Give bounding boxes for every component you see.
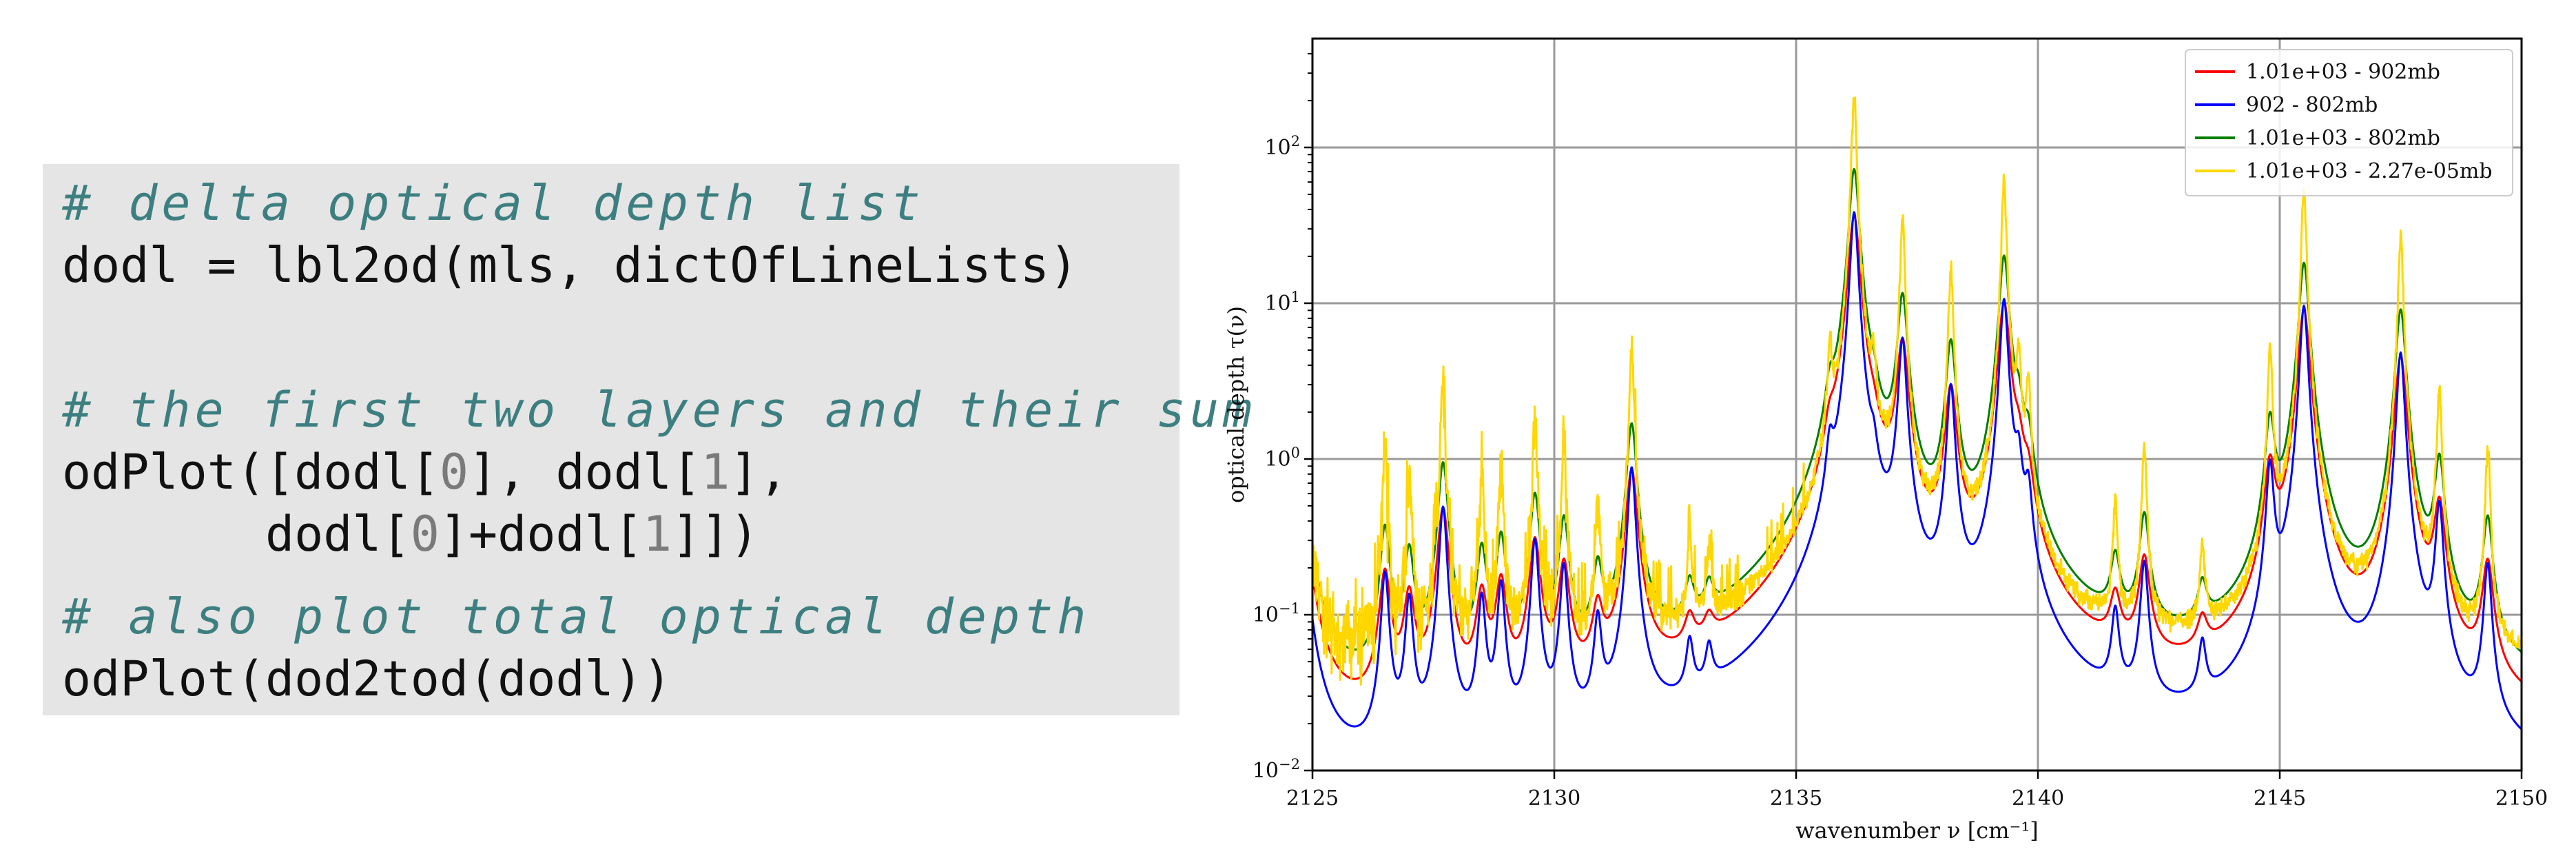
y-tick-label: 10−2 xyxy=(1253,756,1300,783)
code-text: dodl[ xyxy=(62,506,411,562)
code-number: 0 xyxy=(439,444,469,500)
y-tick-label: 100 xyxy=(1264,445,1300,471)
x-tick-label: 2145 xyxy=(2254,786,2306,810)
code-text: odPlot([dodl[ xyxy=(62,444,440,500)
plot-lines xyxy=(1311,96,2523,731)
code-number: 1 xyxy=(701,444,730,500)
y-tick-label: 102 xyxy=(1264,133,1300,160)
code-comment-first-two: # the first two layers and their sum xyxy=(62,382,1257,438)
x-tick-label: 2150 xyxy=(2495,786,2548,810)
x-axis-label: wavenumber ν [cm⁻¹] xyxy=(1795,817,2039,844)
code-line-dodl: dodl = lbl2od(mls, dictOfLineLists) xyxy=(62,237,1079,294)
code-text: ], xyxy=(730,444,788,500)
legend-box xyxy=(2185,49,2513,196)
y-tick-label: 10−1 xyxy=(1253,600,1300,627)
x-tick-label: 2125 xyxy=(1286,786,1339,810)
code-comment-delta: # delta optical depth list xyxy=(62,175,925,232)
plot-frame xyxy=(1311,37,2523,772)
code-text: ]+dodl[ xyxy=(439,506,643,562)
code-text: ]]) xyxy=(672,506,759,562)
code-text: ], dodl[ xyxy=(468,444,701,500)
code-comment-total: # also plot total optical depth xyxy=(62,589,1091,645)
y-tick-label: 101 xyxy=(1264,289,1300,316)
legend-entry: 1.01e+03 - 802mb xyxy=(2246,126,2440,150)
x-tick-label: 2135 xyxy=(1770,786,1822,810)
optical-depth-chart: 2125 2130 2135 2140 2145 2150 10−2 10−1 100 101 10… xyxy=(1223,37,2548,844)
y-axis-label: optical depth τ(ν) xyxy=(1223,306,1249,503)
legend: 1.01e+03 - 902mb 902 - 802mb 1.01e+03 - 80… xyxy=(2185,49,2513,196)
code-line-odplot-2: dodl[0]+dodl[1]]) xyxy=(62,503,759,565)
axis-ticks: 2125 2130 2135 2140 2145 2150 10−2 10−1 100 101 10… xyxy=(1253,52,2548,810)
x-tick-label: 2140 xyxy=(2012,786,2064,810)
code-number: 0 xyxy=(410,506,440,562)
legend-entry: 1.01e+03 - 2.27e-05mb xyxy=(2246,159,2493,183)
series-line xyxy=(1311,96,2523,686)
code-panel: # delta optical depth list dodl = lbl2od… xyxy=(43,164,1252,715)
series-line xyxy=(1311,211,2522,731)
x-tick-label: 2130 xyxy=(1528,786,1580,810)
code-line-odplot-total: odPlot(dod2tod(dodl)) xyxy=(62,651,672,707)
code-number: 1 xyxy=(642,506,672,562)
code-line-odplot-1: odPlot([dodl[0], dodl[1], xyxy=(62,441,788,503)
legend-entry: 1.01e+03 - 902mb xyxy=(2246,60,2440,84)
legend-entry: 902 - 802mb xyxy=(2246,93,2378,117)
